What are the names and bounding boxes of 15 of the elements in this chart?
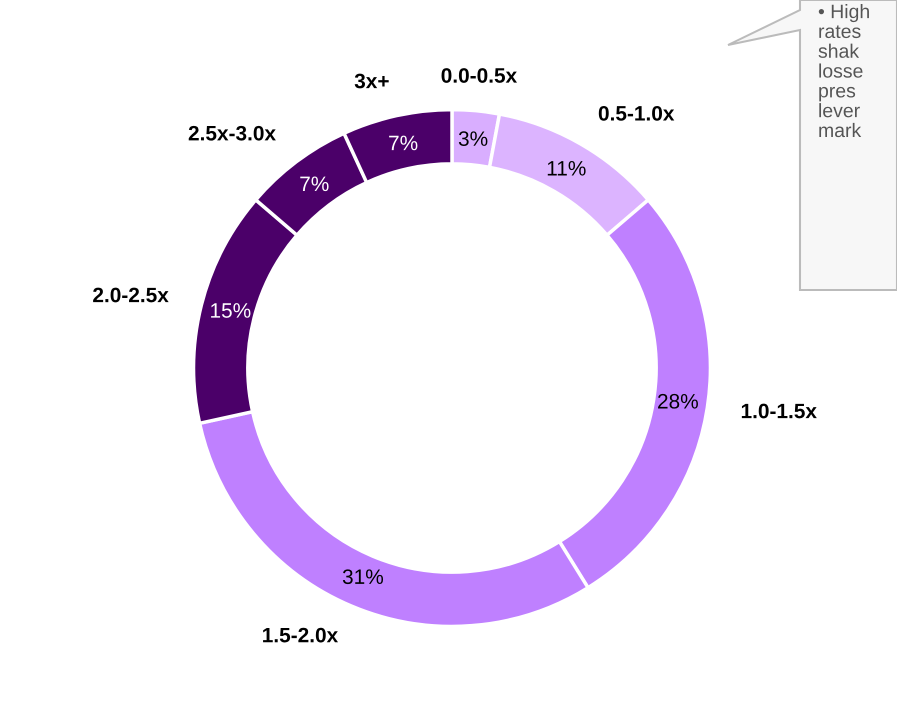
slice-label: 1.0-1.5x [742,404,817,418]
slice-label: 2.0-2.5x [93,288,169,302]
slice-label: 0.0-0.5x [442,68,518,83]
data-label: 28% [658,394,698,409]
data-label: 15% [211,303,250,318]
data-label: 7% [389,136,418,150]
text: • High rates shak losse pres lever mark [818,4,869,138]
data-label: 3% [458,131,488,146]
data-label: 11% [548,160,586,176]
slice-label: 1.5-2.0x [263,628,338,642]
data-label: 31% [342,569,384,584]
slice-label: 0.5-1.0x [598,106,674,121]
slice-label: 2.5x-3.0x [188,126,276,141]
data-label: 7% [300,176,329,192]
slice-label: 3x+ [354,74,389,88]
